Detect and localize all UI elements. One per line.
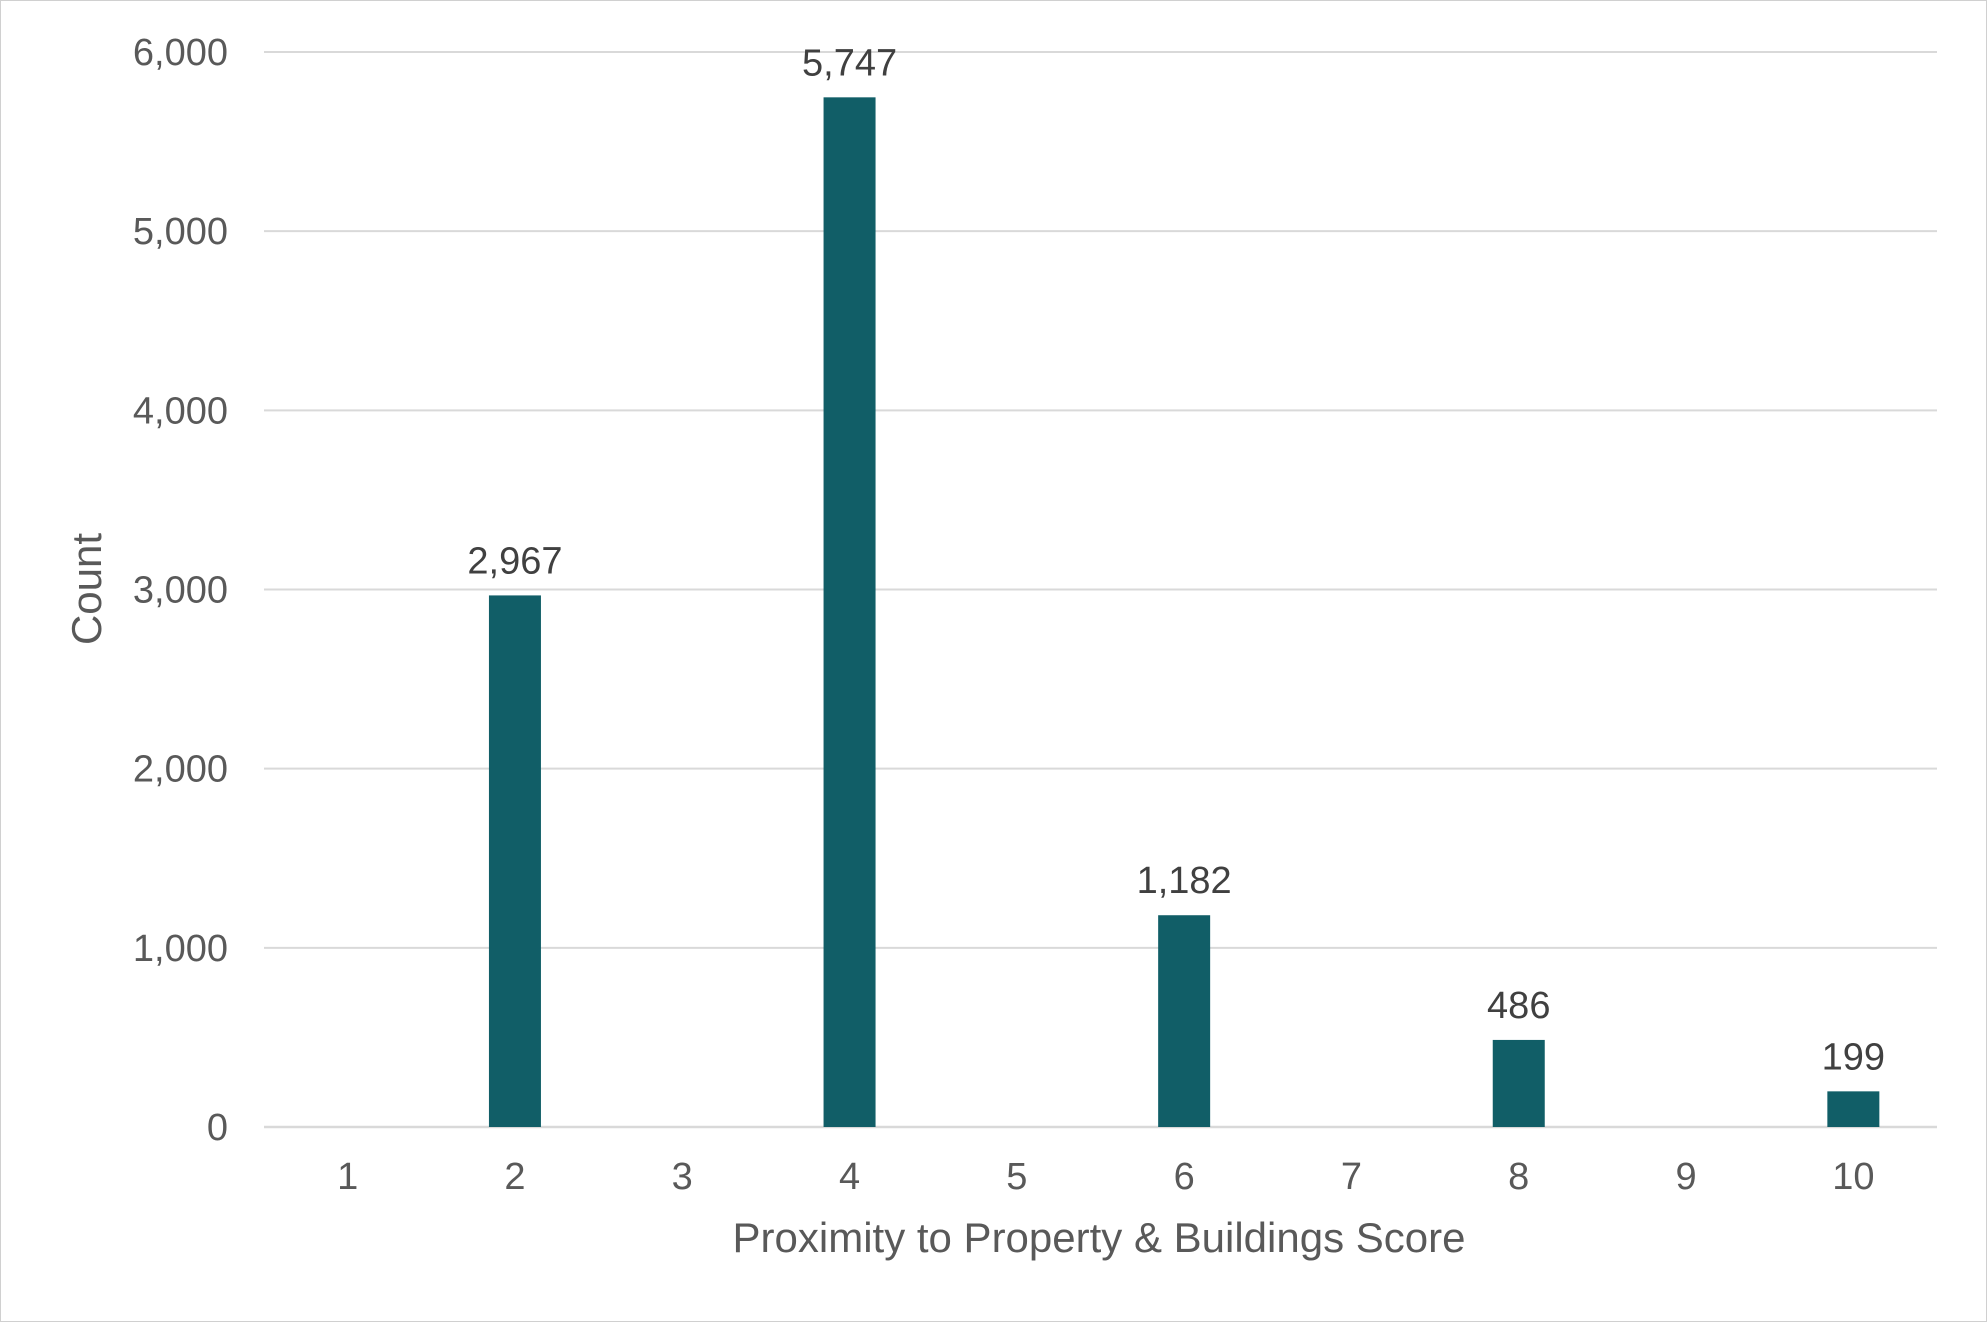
y-tick-label: 5,000 xyxy=(133,211,228,253)
bar xyxy=(1158,915,1211,1127)
data-label: 5,747 xyxy=(802,42,897,84)
y-axis-title: Count xyxy=(63,533,110,645)
y-tick-label: 6,000 xyxy=(133,32,228,74)
x-tick-label: 3 xyxy=(672,1156,693,1198)
bars xyxy=(488,97,1880,1127)
data-label: 486 xyxy=(1487,985,1550,1027)
x-tick-label: 7 xyxy=(1341,1156,1362,1198)
bar xyxy=(1827,1091,1880,1127)
x-axis-ticks: 1 2 3 4 5 6 7 8 9 10 xyxy=(337,1156,1874,1198)
y-tick-label: 0 xyxy=(207,1107,228,1149)
x-tick-label: 5 xyxy=(1006,1156,1027,1198)
y-axis-ticks: 0 1,000 2,000 3,000 4,000 5,000 6,000 xyxy=(133,32,228,1149)
y-tick-label: 4,000 xyxy=(133,390,228,432)
bar xyxy=(1492,1039,1545,1127)
x-tick-label: 4 xyxy=(839,1156,860,1198)
y-tick-label: 3,000 xyxy=(133,570,228,612)
x-tick-label: 6 xyxy=(1174,1156,1195,1198)
bar xyxy=(488,595,541,1127)
data-labels: 2,967 5,747 1,182 486 199 xyxy=(467,42,1885,1078)
x-tick-label: 9 xyxy=(1675,1156,1696,1198)
data-label: 2,967 xyxy=(467,540,562,582)
x-tick-label: 2 xyxy=(504,1156,525,1198)
x-tick-label: 10 xyxy=(1832,1156,1874,1198)
data-label: 1,182 xyxy=(1137,860,1232,902)
data-label: 199 xyxy=(1822,1036,1885,1078)
x-axis-title: Proximity to Property & Buildings Score xyxy=(733,1214,1466,1261)
x-tick-label: 1 xyxy=(337,1156,358,1198)
x-tick-label: 8 xyxy=(1508,1156,1529,1198)
y-tick-label: 1,000 xyxy=(133,928,228,970)
bar xyxy=(823,97,876,1127)
gridlines xyxy=(264,51,1937,1129)
y-tick-label: 2,000 xyxy=(133,749,228,791)
